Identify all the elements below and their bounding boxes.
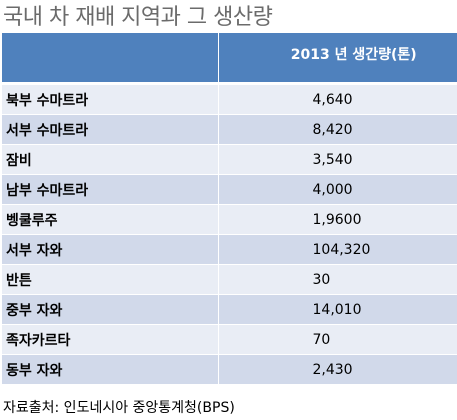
region-cell: 잠비 xyxy=(2,144,219,175)
region-cell: 벵쿨루주 xyxy=(2,204,219,235)
table-header-row: 2013 년 생간량(톤) xyxy=(2,33,457,85)
production-cell: 8,420 xyxy=(218,114,457,145)
region-cell: 반튼 xyxy=(2,264,219,295)
production-cell: 1,9600 xyxy=(218,204,457,235)
production-cell: 4,640 xyxy=(218,83,457,115)
production-table-container: 2013 년 생간량(톤) 북부 수마트라 4,640 서부 수마트라 8,42… xyxy=(2,33,457,385)
production-cell: 4,000 xyxy=(218,174,457,205)
header-region xyxy=(2,33,219,85)
table-row: 서부 자와 104,320 xyxy=(2,234,457,265)
production-cell: 70 xyxy=(218,324,457,355)
source-note: 자료출처: 인도네시아 중앙통계청(BPS) xyxy=(3,400,235,416)
region-cell: 동부 자와 xyxy=(2,354,219,385)
table-row: 남부 수마트라 4,000 xyxy=(2,174,457,205)
table-row: 동부 자와 2,430 xyxy=(2,354,457,385)
table-row: 중부 자와 14,010 xyxy=(2,294,457,325)
production-cell: 104,320 xyxy=(218,234,457,265)
region-cell: 남부 수마트라 xyxy=(2,174,219,205)
header-production: 2013 년 생간량(톤) xyxy=(218,33,457,85)
table-row: 서부 수마트라 8,420 xyxy=(2,114,457,145)
page-title: 국내 차 재배 지역과 그 생산량 xyxy=(3,5,273,30)
region-cell: 족자카르타 xyxy=(2,324,219,355)
production-cell: 3,540 xyxy=(218,144,457,175)
production-cell: 30 xyxy=(218,264,457,295)
header-production-label: 2013 년 생간량(톤) xyxy=(290,47,417,63)
region-cell: 중부 자와 xyxy=(2,294,219,325)
table-row: 족자카르타 70 xyxy=(2,324,457,355)
region-cell: 북부 수마트라 xyxy=(2,83,219,115)
production-cell: 14,010 xyxy=(218,294,457,325)
region-cell: 서부 자와 xyxy=(2,234,219,265)
production-cell: 2,430 xyxy=(218,354,457,385)
table-row: 반튼 30 xyxy=(2,264,457,295)
table-row: 잠비 3,540 xyxy=(2,144,457,175)
region-cell: 서부 수마트라 xyxy=(2,114,219,145)
table-row: 벵쿨루주 1,9600 xyxy=(2,204,457,235)
production-table: 2013 년 생간량(톤) 북부 수마트라 4,640 서부 수마트라 8,42… xyxy=(2,33,457,385)
table-row: 북부 수마트라 4,640 xyxy=(2,83,457,115)
